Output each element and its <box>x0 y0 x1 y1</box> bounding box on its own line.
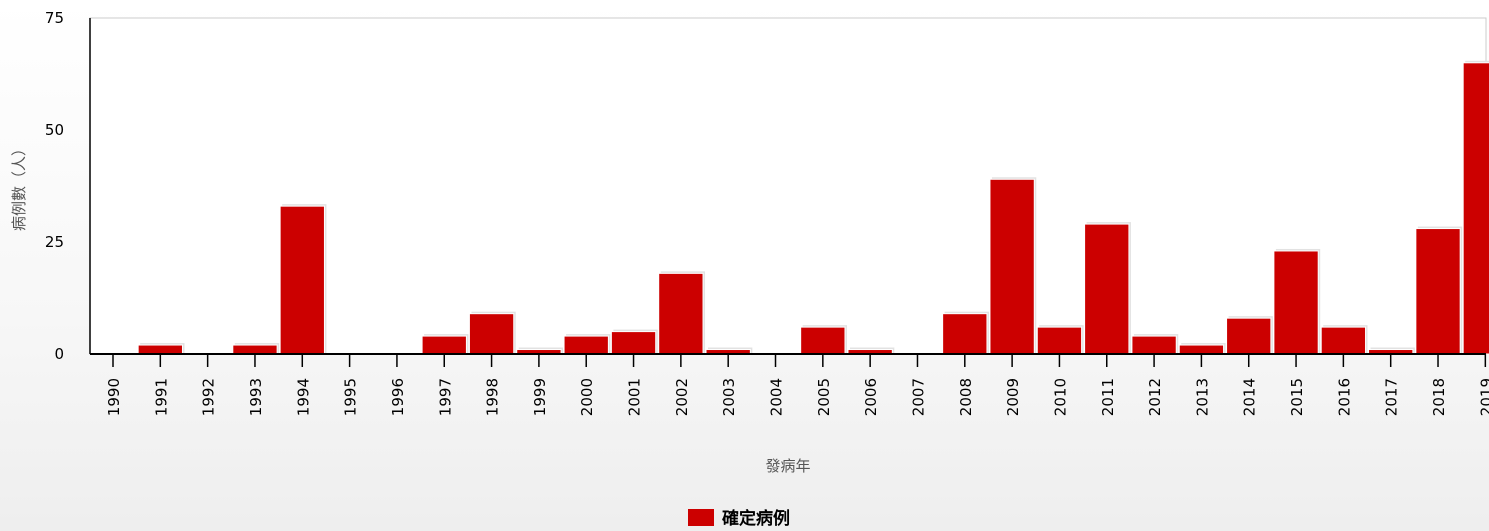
x-tick-label: 1997 <box>436 378 454 416</box>
y-tick-label: 75 <box>45 9 64 27</box>
x-tick-label: 2007 <box>909 378 927 416</box>
x-tick-label: 2000 <box>578 378 596 416</box>
x-tick-label: 2017 <box>1383 378 1401 416</box>
bar-1997[interactable] <box>421 335 467 355</box>
y-tick-label: 0 <box>54 345 64 363</box>
x-tick-label: 2016 <box>1335 378 1353 416</box>
bar-2014[interactable] <box>1226 317 1272 355</box>
bar-2012[interactable] <box>1131 335 1177 355</box>
x-axis-title: 發病年 <box>765 457 810 475</box>
bar-2009[interactable] <box>989 178 1035 355</box>
x-tick-label: 1994 <box>294 378 312 416</box>
legend-swatch <box>688 509 714 526</box>
x-tick-label: 2010 <box>1051 378 1069 416</box>
x-tick-label: 1991 <box>152 378 170 416</box>
x-tick-label: 2013 <box>1193 378 1211 416</box>
y-axis: 0 25 50 75 <box>45 9 64 363</box>
x-tick-label: 2005 <box>815 378 833 416</box>
x-tick-label: 2004 <box>768 378 786 416</box>
bars <box>137 60 1489 355</box>
bar-2010[interactable] <box>1036 326 1083 355</box>
y-tick-label: 25 <box>45 233 64 251</box>
bar-2001[interactable] <box>610 331 657 355</box>
x-tick-label: 2009 <box>1004 378 1022 416</box>
x-tick-label: 2003 <box>720 378 738 416</box>
x-tick-label: 2018 <box>1430 378 1448 416</box>
bar-1993[interactable] <box>232 344 278 355</box>
bar-1994[interactable] <box>279 205 325 355</box>
x-tick-label: 1993 <box>247 378 265 416</box>
x-tick-label: 2011 <box>1099 378 1117 416</box>
bar-1991[interactable] <box>137 344 183 355</box>
y-tick-label: 50 <box>45 121 64 139</box>
x-tick-label: 2002 <box>673 378 691 416</box>
x-tick-label: 1999 <box>531 378 549 416</box>
x-tick-label: 2001 <box>626 378 644 416</box>
bar-2008[interactable] <box>942 313 988 355</box>
bar-2002[interactable] <box>658 272 704 355</box>
bar-2005[interactable] <box>800 326 846 355</box>
y-axis-title: 病例數（人） <box>10 141 28 231</box>
bar-2013[interactable] <box>1178 344 1225 355</box>
legend[interactable]: 確定病例 <box>688 508 790 529</box>
x-tick-label: 1990 <box>105 378 123 416</box>
bar-2000[interactable] <box>563 335 609 355</box>
x-tick-label: 1996 <box>389 378 407 416</box>
x-tick-label: 2019 <box>1477 378 1489 416</box>
bar-2015[interactable] <box>1273 250 1319 355</box>
x-tick-label: 2014 <box>1241 378 1259 416</box>
x-axis: 1990 1991 1992 1993 1994 1995 1996 1997 1998 1999… <box>105 354 1489 416</box>
x-tick-label: 1998 <box>484 378 502 416</box>
x-tick-label: 2008 <box>957 378 975 416</box>
bar-1998[interactable] <box>468 313 515 355</box>
x-tick-label: 2015 <box>1288 378 1306 416</box>
bar-2018[interactable] <box>1415 228 1461 355</box>
bar-2011[interactable] <box>1084 223 1130 355</box>
x-tick-label: 2012 <box>1146 378 1164 416</box>
bar-2016[interactable] <box>1320 326 1367 355</box>
legend-label: 確定病例 <box>722 508 790 529</box>
x-tick-label: 1995 <box>342 378 360 416</box>
x-tick-label: 2006 <box>862 378 880 416</box>
x-tick-label: 1992 <box>200 378 218 416</box>
bar-2019[interactable] <box>1462 62 1489 355</box>
